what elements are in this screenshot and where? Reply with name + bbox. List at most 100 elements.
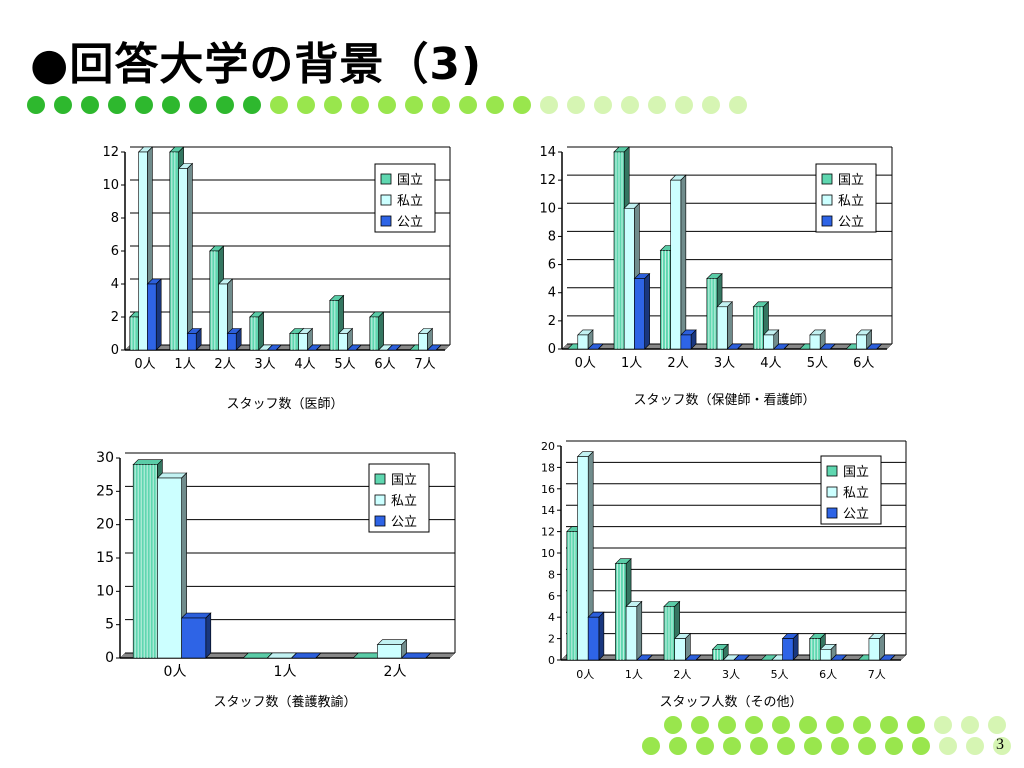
decorative-dot: [81, 96, 99, 114]
x-tick-label: 5人: [807, 356, 828, 371]
bar: [868, 632, 886, 661]
decorative-dot: [162, 96, 180, 114]
bar: [249, 311, 265, 351]
y-tick-label: 14: [541, 504, 555, 517]
bar: [266, 344, 282, 351]
bar: [386, 344, 402, 351]
legend-label: 私立: [397, 194, 423, 209]
decorative-dot: [858, 737, 876, 755]
decorative-dot: [405, 96, 423, 114]
y-tick-label: 10: [102, 178, 119, 193]
bar: [716, 301, 734, 350]
bar: [426, 344, 442, 351]
y-tick-label: 0: [548, 654, 555, 667]
y-tick-label: 16: [541, 483, 555, 496]
bar: [830, 654, 848, 661]
decorative-dot: [27, 96, 45, 114]
legend-label: 国立: [838, 173, 864, 188]
decorative-dot: [594, 96, 612, 114]
decorative-dot: [777, 737, 795, 755]
y-tick-label: 10: [539, 201, 556, 216]
x-tick-label: 3人: [722, 668, 740, 681]
decorative-dot-row-top: [27, 96, 747, 114]
x-tick-label: 1人: [621, 356, 642, 371]
legend-label: 国立: [843, 465, 869, 480]
bar: [673, 632, 692, 661]
x-tick-label: 1人: [274, 664, 297, 680]
decorative-dot: [108, 96, 126, 114]
decorative-dot: [675, 96, 693, 114]
decorative-dot-row-bottom-lower: [642, 737, 1011, 755]
bar: [781, 632, 799, 661]
bar: [865, 343, 883, 350]
x-tick-label: 0人: [134, 357, 155, 372]
decorative-dot: [966, 737, 984, 755]
y-tick-label: 14: [539, 145, 556, 160]
bar: [733, 654, 751, 661]
decorative-dot: [993, 737, 1011, 755]
y-tick-label: 2: [111, 310, 119, 325]
bar: [156, 472, 188, 659]
decorative-dot: [912, 737, 930, 755]
y-tick-label: 2: [548, 633, 555, 646]
bar: [680, 329, 697, 350]
y-tick-label: 6: [548, 258, 556, 273]
decorative-dot: [853, 716, 871, 734]
x-axis-title: スタッフ数（保健師・看護師）: [633, 392, 815, 408]
x-tick-label: 1人: [625, 668, 643, 681]
bar: [376, 638, 408, 659]
decorative-dot: [718, 716, 736, 734]
decorative-dot-row-bottom-upper: [664, 716, 1006, 734]
bar: [762, 329, 780, 350]
decorative-dot: [826, 716, 844, 734]
y-tick-label: 15: [96, 550, 114, 566]
y-tick-label: 2: [548, 314, 556, 329]
legend-label: 国立: [397, 173, 423, 188]
decorative-dot: [885, 737, 903, 755]
y-tick-label: 8: [111, 211, 119, 226]
bar: [417, 327, 434, 351]
decorative-dot: [351, 96, 369, 114]
decorative-dot: [939, 737, 957, 755]
legend-swatch: [380, 215, 392, 227]
x-tick-label: 0人: [575, 356, 596, 371]
x-tick-label: 7人: [868, 668, 886, 681]
decorative-dot: [135, 96, 153, 114]
decorative-dot: [669, 737, 687, 755]
y-tick-label: 4: [548, 286, 556, 301]
y-tick-label: 8: [548, 229, 556, 244]
decorative-dot: [459, 96, 477, 114]
decorative-dot: [729, 96, 747, 114]
x-tick-label: 3人: [254, 357, 275, 372]
y-tick-label: 10: [96, 583, 114, 599]
x-tick-label: 0人: [576, 668, 594, 681]
bar: [400, 652, 432, 659]
decorative-dot: [702, 96, 720, 114]
chart-doctors: 0 2 4 6 8 10 12 0人 1人 2人 3人 4人 5人 6人 7人 国立 私立 公立 スタッフ数（医師）: [95, 140, 455, 420]
legend-label: 公立: [391, 515, 417, 530]
legend-swatch: [380, 194, 392, 206]
decorative-dot: [270, 96, 288, 114]
decorative-dot: [513, 96, 531, 114]
decorative-dot: [486, 96, 504, 114]
y-tick-label: 6: [111, 244, 119, 259]
bar: [337, 327, 354, 351]
chart-nurses: 0 2 4 6 8 10 12 14 0人 1人 2人 3人 4人 5人 6人 国立 私立 公立 スタッフ数（保健師…: [530, 140, 900, 420]
decorative-dot: [540, 96, 558, 114]
decorative-dot: [324, 96, 342, 114]
legend-label: 私立: [838, 194, 864, 209]
decorative-dot: [189, 96, 207, 114]
legend-label: 公立: [397, 215, 423, 230]
x-tick-label: 0人: [164, 664, 187, 680]
bar: [290, 652, 322, 659]
y-tick-label: 30: [96, 450, 114, 466]
bar: [636, 654, 654, 661]
legend-label: 公立: [838, 215, 864, 230]
decorative-dot: [216, 96, 234, 114]
bar: [669, 174, 687, 350]
bar: [587, 343, 604, 350]
legend-swatch: [821, 173, 833, 185]
decorative-dot: [750, 737, 768, 755]
legend-swatch: [374, 473, 386, 485]
